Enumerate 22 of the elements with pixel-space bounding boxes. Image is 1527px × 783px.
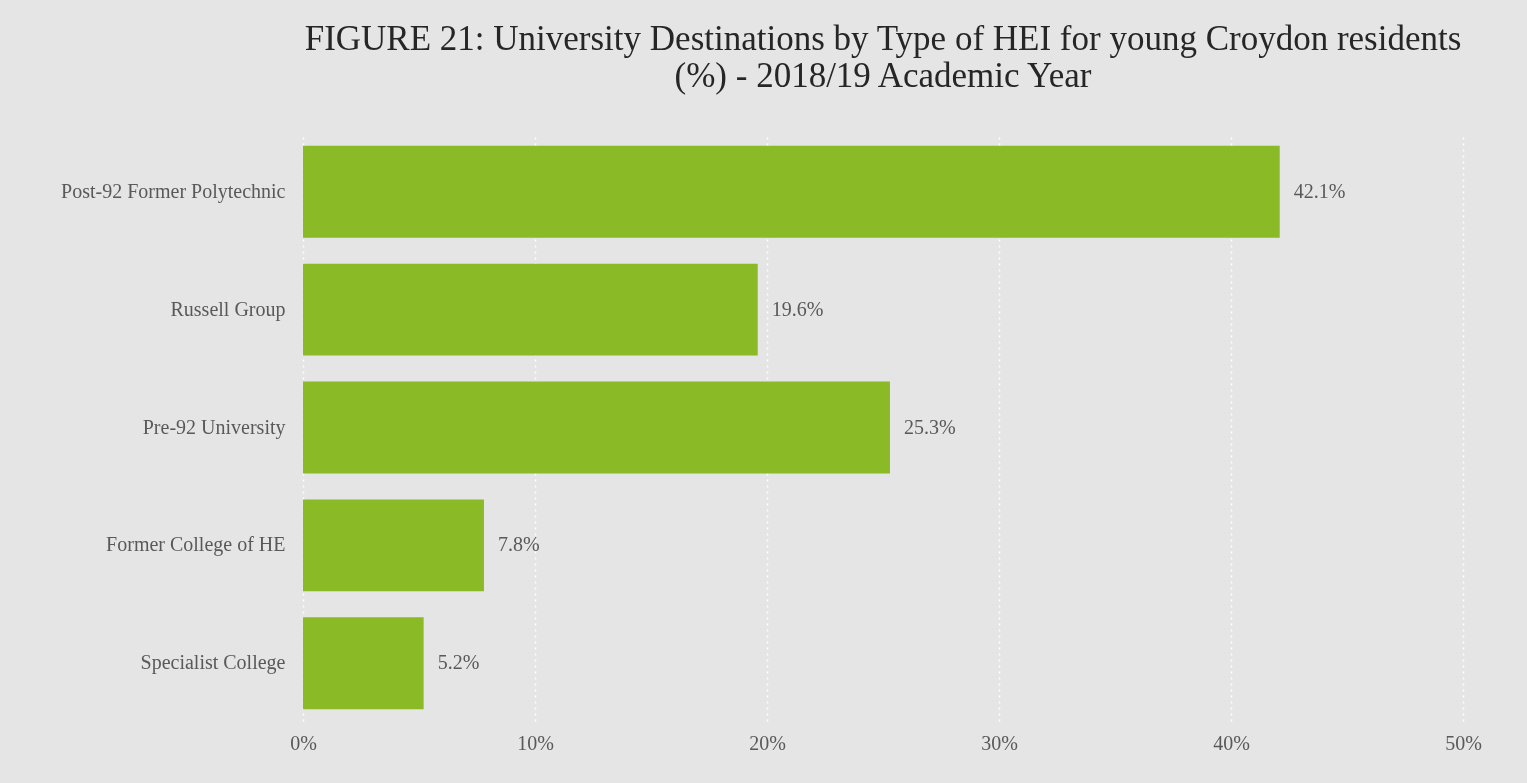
data-label: 42.1% [1293, 179, 1346, 202]
chart-title: FIGURE 21: University Destinations by Type of HEI for young Croydon residents (%) - 2018/19 Academic Year [304, 19, 1462, 95]
bar [303, 617, 424, 710]
bar [303, 499, 484, 592]
x-tick-label: 0% [290, 731, 317, 754]
y-tick-label: Post-92 Former Polytechnic [61, 179, 286, 203]
data-label: 7.8% [497, 533, 540, 556]
x-tick-label: 40% [1213, 731, 1250, 754]
bar [303, 263, 758, 356]
data-label: 5.2% [437, 651, 480, 674]
bar [303, 145, 1280, 238]
y-tick-label: Pre-92 University [142, 415, 286, 439]
data-label: 25.3% [903, 415, 956, 438]
y-tick-label: Specialist College [140, 651, 286, 675]
x-tick-label: 30% [981, 731, 1018, 754]
x-tick-label: 10% [517, 731, 554, 754]
y-tick-label: Russell Group [170, 297, 286, 321]
bar [303, 381, 890, 474]
data-label: 19.6% [771, 297, 824, 320]
y-tick-label: Former College of HE [106, 533, 286, 557]
x-tick-label: 50% [1445, 731, 1482, 754]
x-tick-label: 20% [749, 731, 786, 754]
